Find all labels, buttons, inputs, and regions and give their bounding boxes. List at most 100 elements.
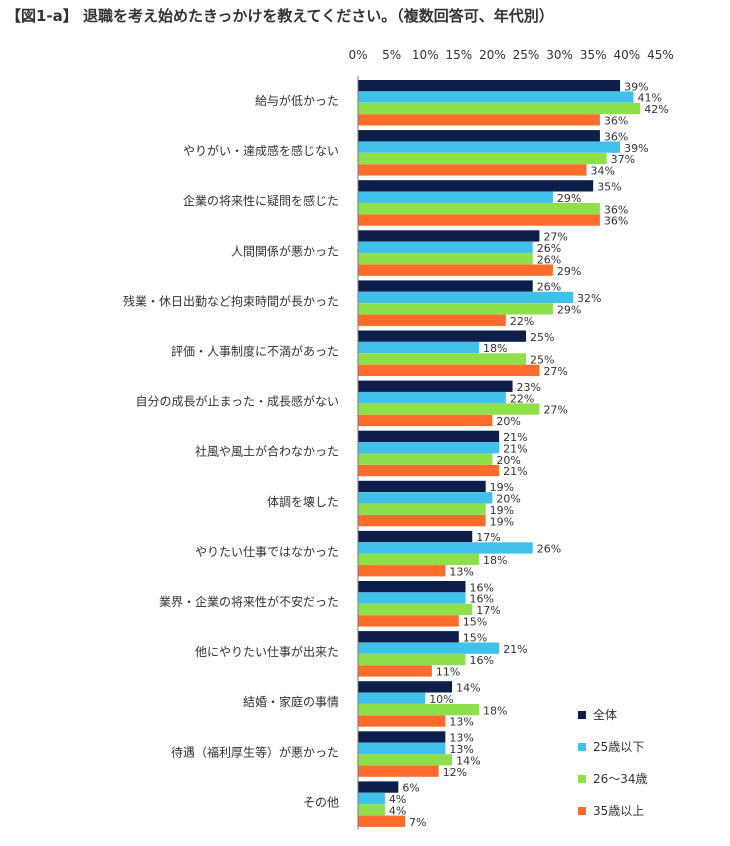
bar: [358, 164, 587, 176]
bar: [358, 114, 600, 126]
x-tick-label: 40%: [613, 48, 640, 62]
data-label: 17%: [476, 531, 500, 544]
chart-title: 【図1-a】 退職を考え始めたきっかけを教えてください。（複数回答可、年代別）: [6, 7, 554, 25]
category-label: 体調を壊した: [267, 495, 339, 509]
bar: [358, 731, 446, 743]
legend-swatch: [578, 775, 586, 783]
category-label: 評価・人事制度に不満があった: [171, 344, 339, 359]
bar: [358, 303, 553, 315]
data-label: 10%: [429, 693, 453, 706]
bar: [358, 754, 453, 766]
data-label: 19%: [490, 515, 514, 528]
data-label: 21%: [503, 465, 527, 478]
x-tick-label: 15%: [445, 48, 472, 62]
data-label: 16%: [470, 654, 494, 667]
category-label: 企業の将来性に疑問を感じた: [183, 193, 339, 208]
bar: [358, 464, 500, 477]
data-label: 27%: [543, 365, 567, 378]
bar: [358, 330, 526, 342]
data-label: 20%: [496, 454, 520, 467]
bar: [358, 180, 594, 192]
data-label: 21%: [503, 643, 527, 656]
category-label: 給与が低かった: [255, 93, 339, 108]
bar: [358, 253, 533, 265]
category-label: 他にやりたい仕事が出来た: [195, 644, 339, 659]
bar: [358, 503, 486, 515]
bar: [358, 603, 473, 616]
data-label: 18%: [483, 554, 507, 567]
data-label: 4%: [389, 805, 406, 818]
bar: [358, 742, 446, 754]
bar: [358, 414, 493, 427]
data-label: 16%: [470, 581, 494, 594]
bar: [358, 403, 540, 415]
data-label: 39%: [624, 142, 648, 155]
data-label: 13%: [449, 565, 473, 578]
bar: [358, 542, 533, 554]
data-label: 23%: [517, 381, 541, 394]
data-label: 14%: [456, 754, 480, 767]
category-label: 業界・企業の将来性が不安だった: [159, 594, 339, 609]
data-label: 18%: [483, 704, 507, 717]
bar: [358, 765, 439, 777]
x-tick-label: 45%: [647, 48, 674, 62]
bar: [358, 102, 641, 115]
data-label: 19%: [490, 481, 514, 494]
data-label: 29%: [557, 304, 581, 317]
category-label: やりがい・達成感を感じない: [183, 143, 339, 158]
data-label: 25%: [530, 331, 554, 344]
bar: [358, 665, 432, 677]
bar: [358, 80, 621, 92]
data-label: 37%: [611, 153, 635, 166]
data-label: 19%: [490, 504, 514, 517]
bar: [358, 592, 466, 604]
bar: [358, 492, 493, 504]
data-label: 20%: [496, 493, 520, 506]
bar: [358, 815, 406, 827]
data-label: 26%: [537, 253, 561, 266]
bar: [358, 804, 385, 816]
data-label: 36%: [604, 130, 628, 143]
data-label: 20%: [496, 415, 520, 428]
data-label: 25%: [530, 354, 554, 367]
x-tick-label: 25%: [513, 48, 540, 62]
legend-label: 全体: [593, 707, 617, 722]
bar: [358, 152, 607, 165]
data-label: 29%: [557, 192, 581, 205]
category-label: 残業・休日出勤など拘束時間が長かった: [123, 293, 339, 308]
data-label: 27%: [543, 404, 567, 417]
bar: [358, 781, 399, 793]
bar: [358, 653, 466, 666]
data-label: 41%: [638, 92, 662, 105]
bar: [358, 214, 600, 226]
bar: [358, 581, 466, 593]
legend-swatch: [578, 711, 586, 719]
legend-label: 26～34歳: [593, 772, 648, 786]
x-tick-label: 5%: [382, 48, 401, 62]
data-label: 15%: [463, 616, 487, 629]
data-label: 21%: [503, 431, 527, 444]
category-label: 結婚・家庭の事情: [243, 694, 339, 709]
data-label: 36%: [604, 203, 628, 216]
bar: [358, 314, 506, 326]
bar: [358, 364, 540, 376]
data-label: 34%: [590, 165, 614, 178]
category-label: 社風や風土が合わなかった: [195, 444, 339, 459]
legend-swatch: [578, 807, 586, 815]
bar: [358, 692, 426, 704]
data-label: 22%: [510, 392, 534, 405]
category-label: 人間関係が悪かった: [231, 243, 339, 258]
data-label: 42%: [644, 103, 668, 116]
bar: [358, 191, 553, 203]
data-label: 15%: [463, 631, 487, 644]
data-label: 4%: [389, 793, 406, 806]
category-labels: 給与が低かったやりがい・達成感を感じない企業の将来性に疑問を感じた人間関係が悪か…: [123, 93, 339, 809]
data-label: 26%: [537, 281, 561, 294]
bar: [358, 91, 634, 103]
x-tick-label: 20%: [479, 48, 506, 62]
data-label: 13%: [449, 743, 473, 756]
x-tick-label: 30%: [546, 48, 573, 62]
bar: [358, 230, 540, 242]
bar: [358, 553, 479, 565]
